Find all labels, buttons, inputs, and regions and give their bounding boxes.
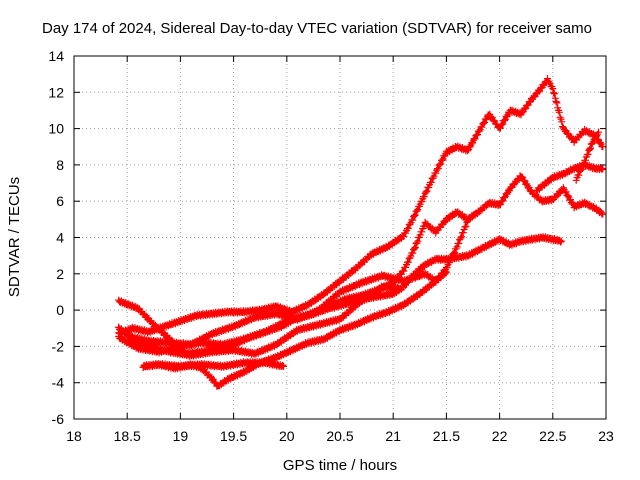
y-tick-label: 8 [56,157,64,173]
satellite-track-1 [115,75,607,338]
satellite-track-9 [572,128,603,184]
series-markers [572,128,603,184]
x-tick-label: 21.5 [433,428,460,444]
series-markers [139,358,288,371]
grid-lines [74,56,606,419]
x-tick-label: 20.5 [326,428,353,444]
satellite-track-3 [115,233,565,357]
x-tick-label: 20 [279,428,295,444]
x-tick-label: 18.5 [114,428,141,444]
x-tick-label: 23 [598,428,614,444]
series-markers [533,160,607,195]
satellite-track-8 [533,160,607,195]
x-tick-label: 22.5 [539,428,566,444]
chart-title: Day 174 of 2024, Sidereal Day-to-day VTE… [42,20,592,37]
series-markers [115,282,402,360]
y-tick-label: 4 [56,230,64,246]
x-tick-label: 19 [173,428,189,444]
y-tick-label: -6 [52,411,65,427]
y-tick-label: 10 [48,121,64,137]
y-axis-label: SDTVAR / TECUs [6,177,23,297]
y-tick-label: 12 [48,84,64,100]
y-tick-label: 0 [56,302,64,318]
satellite-track-5 [115,282,402,360]
series-markers [115,233,565,357]
satellite-track-7 [139,358,288,371]
y-tick-label: -4 [52,375,65,391]
data-series [115,75,607,390]
x-tick-label: 19.5 [220,428,247,444]
y-tick-label: -2 [52,338,65,354]
x-tick-label: 18 [66,428,82,444]
x-tick-label: 21 [385,428,401,444]
y-tick-label: 14 [48,48,64,64]
x-tick-label: 22 [492,428,508,444]
series-markers [115,75,607,338]
y-tick-label: 2 [56,266,64,282]
x-axis-label: GPS time / hours [283,457,397,474]
y-tick-label: 6 [56,193,64,209]
axis-ticks: 18 18.5 19 19.5 20 20.5 21 21.5 22 22.5 23 -6 -4 -2 0 2… [48,48,614,444]
